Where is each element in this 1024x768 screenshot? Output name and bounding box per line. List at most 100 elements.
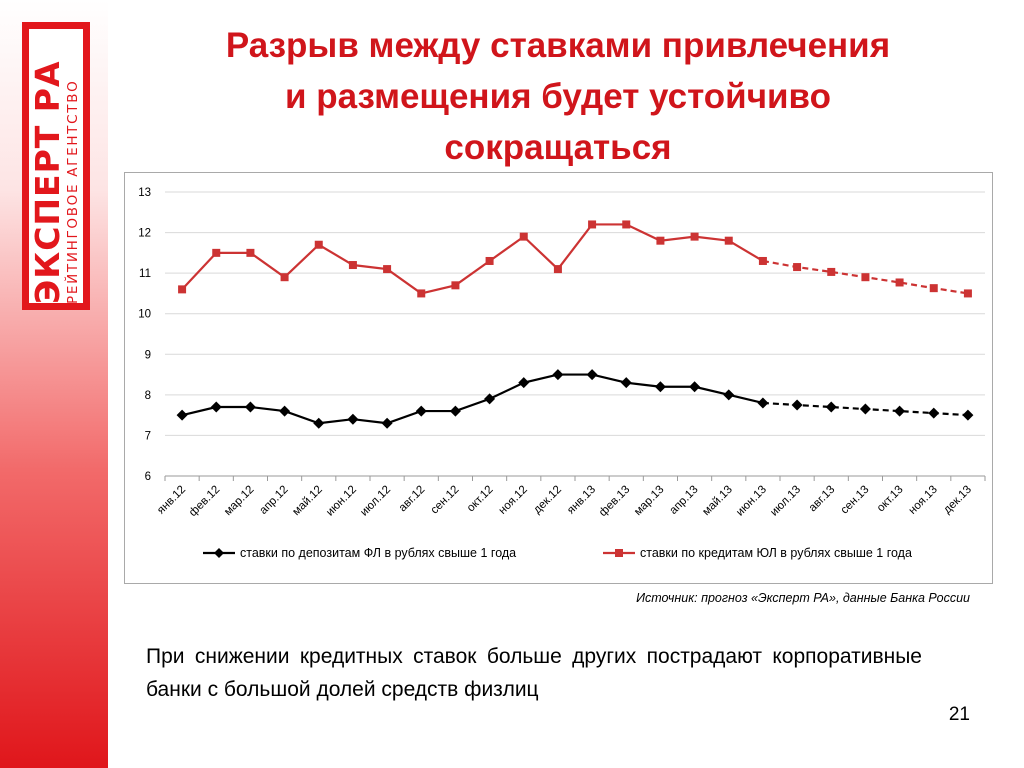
x-tick-label: июн.13 (734, 484, 769, 519)
legend-label-2: ставки по кредитам ЮЛ в рублях свыше 1 г… (640, 546, 912, 560)
series-1-point (689, 381, 701, 393)
series-1-point (586, 369, 598, 381)
x-tick-label: дек.13 (941, 484, 974, 517)
series-2-point (553, 265, 562, 274)
company-logo: ЭКСПЕРТ РА РЕЙТИНГОВОЕ АГЕНТСТВО (22, 22, 90, 310)
series-2-point (280, 273, 289, 282)
series-1-point (962, 409, 974, 421)
x-tick-label: июн.12 (324, 484, 359, 519)
legend-marker-1 (214, 548, 224, 558)
series-1-point (415, 405, 427, 417)
x-tick-label: мар.13 (632, 484, 666, 518)
y-tick-label: 13 (138, 187, 151, 199)
slide-title: Разрыв между ставками привлечения и разм… (118, 20, 998, 173)
series-1-point (552, 369, 564, 381)
source-note: Источник: прогноз «Эксперт РА», данные Б… (636, 591, 970, 605)
series-1-point (620, 377, 632, 389)
series-1-point (791, 399, 803, 411)
series-2-point (793, 263, 802, 272)
series-1-point (244, 401, 256, 413)
series-1-point (484, 393, 496, 405)
series-2-point (588, 220, 597, 229)
series-2-point (861, 273, 870, 282)
series-2-point (895, 278, 904, 287)
series-2-line (181, 223, 764, 295)
x-tick-label: июл.13 (768, 484, 803, 519)
x-tick-label: май.12 (290, 484, 324, 518)
x-tick-label: июл.12 (358, 484, 393, 519)
series-1-point (654, 381, 666, 393)
y-tick-label: 12 (138, 228, 151, 240)
series-1-point (313, 417, 325, 429)
series-1-point (449, 405, 461, 417)
series-2-point (178, 285, 187, 294)
x-tick-label: окт.13 (875, 484, 906, 515)
y-tick-label: 10 (138, 309, 151, 321)
series-1-point (859, 403, 871, 415)
series-2-point (724, 236, 733, 245)
y-tick-label: 11 (139, 268, 151, 280)
x-tick-label: окт.12 (465, 484, 496, 515)
series-1-point (210, 401, 222, 413)
series-2-point (519, 232, 528, 241)
x-tick-label: дек.12 (531, 484, 564, 517)
x-tick-label: фев.13 (597, 484, 632, 519)
x-tick-label: апр.12 (257, 484, 290, 517)
slide-title-line-1: Разрыв между ставками привлечения (225, 26, 891, 65)
logo-lettering: ЭКСПЕРТ РА РЕЙТИНГОВОЕ АГЕНТСТВО (28, 28, 83, 305)
page-number: 21 (948, 704, 970, 725)
slide-title-line-2: и размещения будет устойчиво (285, 77, 831, 116)
series-2-point (827, 267, 836, 276)
series-2-point (383, 265, 392, 274)
series-1-point (825, 401, 837, 413)
x-tick-label: авг.13 (807, 484, 838, 515)
series-2-point (758, 256, 767, 265)
slide-title-line-3: сокращаться (444, 128, 672, 167)
series-2-point (451, 281, 460, 290)
x-tick-label: май.13 (700, 484, 734, 518)
series-2-point (246, 248, 255, 257)
series-2-point (656, 236, 665, 245)
x-tick-label: сен.13 (839, 484, 872, 517)
series-1-point (723, 389, 735, 401)
x-tick-label: апр.13 (667, 484, 700, 517)
series-2-point (690, 232, 699, 241)
x-tick-label: сен.12 (429, 484, 462, 517)
conclusion-text: При снижении кредитных ставок больше дру… (146, 645, 922, 701)
series-1-point (381, 417, 393, 429)
legend-marker-2 (615, 549, 623, 557)
series-2-point (417, 289, 426, 298)
series-1-point (928, 407, 940, 419)
series-2-point (929, 284, 938, 293)
series-2-point (212, 248, 221, 257)
x-tick-label: янв.13 (565, 484, 598, 517)
series-2-point (348, 261, 357, 270)
series-2-point (963, 289, 972, 298)
x-tick-label: ноя.12 (497, 484, 530, 517)
series-1-point (279, 405, 291, 417)
chart-frame: 6 7 8 9 10 11 12 13 янв.12 фев.12 мар.12 апр.12 май.… (124, 172, 993, 584)
y-tick-label: 6 (145, 471, 151, 483)
y-tick-label: 7 (145, 430, 151, 442)
x-tick-label: мар.12 (222, 484, 256, 518)
series-1-point (347, 413, 359, 425)
x-tick-label: фев.12 (187, 484, 222, 519)
series-1-line (181, 373, 764, 425)
x-tick-label: янв.12 (155, 484, 188, 517)
series-1-point (518, 377, 530, 389)
series-1-point (757, 397, 769, 409)
series-1-point (894, 405, 906, 417)
logo-main-text: ЭКСПЕРТ РА (28, 60, 67, 304)
x-tick-label: авг.12 (397, 484, 428, 515)
legend-label-1: ставки по депозитам ФЛ в рублях свыше 1 … (240, 546, 516, 560)
logo-panel: ЭКСПЕРТ РА РЕЙТИНГОВОЕ АГЕНТСТВО (28, 28, 83, 305)
series-1-point (176, 409, 188, 421)
series-2-point (485, 256, 494, 265)
series-2-point (314, 240, 323, 249)
series-2-point (622, 220, 631, 229)
logo-sub-text: РЕЙТИНГОВОЕ АГЕНТСТВО (65, 79, 81, 305)
y-tick-label: 9 (145, 349, 151, 361)
x-tick-label: ноя.13 (907, 484, 940, 517)
y-tick-label: 8 (145, 390, 151, 402)
